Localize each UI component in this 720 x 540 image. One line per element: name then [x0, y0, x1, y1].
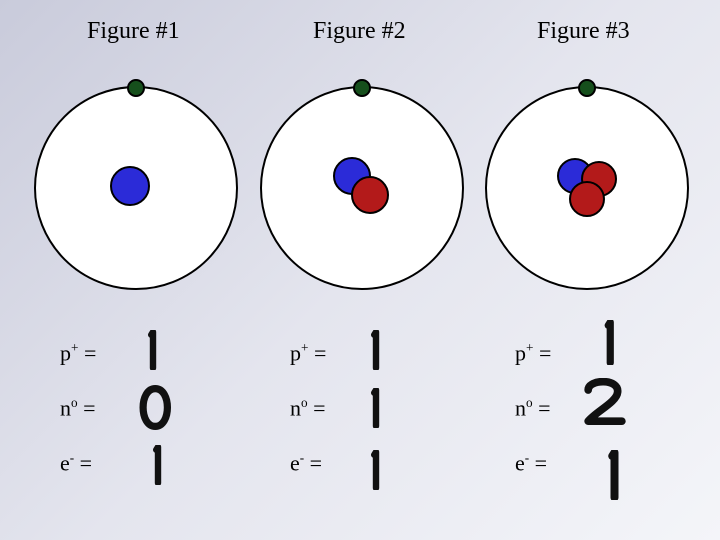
hand-numeral-0 [135, 385, 176, 430]
electron-3 [578, 79, 596, 97]
figure-title-2: Figure #2 [313, 18, 406, 45]
particle-label-3-1: p+ = [515, 340, 551, 366]
neutron-2-2 [351, 176, 389, 214]
hand-numeral-2 [583, 378, 626, 426]
hand-numeral-1 [358, 388, 394, 428]
proton-1-1 [110, 166, 150, 206]
hand-numeral-1 [358, 450, 394, 490]
hand-numeral-1 [592, 450, 637, 500]
hand-numeral-1 [590, 320, 631, 365]
particle-label-1-2: no = [60, 395, 96, 421]
electron-1 [127, 79, 145, 97]
hand-numeral-1 [358, 330, 394, 370]
particle-label-3-2: no = [515, 395, 551, 421]
electron-2 [353, 79, 371, 97]
particle-label-2-2: no = [290, 395, 326, 421]
figure-title-3: Figure #3 [537, 18, 630, 45]
hand-numeral-1 [140, 445, 176, 485]
particle-label-2-1: p+ = [290, 340, 326, 366]
neutron-3-3 [569, 181, 605, 217]
particle-label-1-1: p+ = [60, 340, 96, 366]
particle-label-3-3: e- = [515, 450, 547, 476]
particle-label-1-3: e- = [60, 450, 92, 476]
particle-label-2-3: e- = [290, 450, 322, 476]
figure-title-1: Figure #1 [87, 18, 180, 45]
hand-numeral-1 [135, 330, 171, 370]
